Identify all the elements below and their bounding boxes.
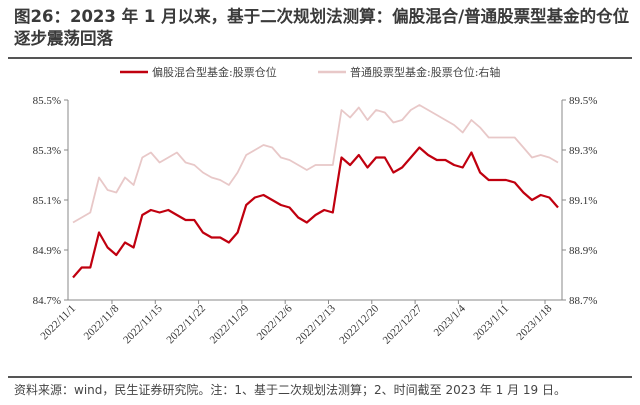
right-tick-label: 89.3% [569, 145, 597, 157]
x-tick-label: 2022/12/20 [337, 302, 381, 346]
x-tick-label: 2022/12/27 [381, 302, 425, 346]
series-line-1 [72, 104, 559, 224]
right-tick-label: 89.1% [569, 195, 597, 207]
right-tick-label: 89.5% [569, 95, 597, 107]
source-footnote: 资料来源：wind，民生证券研究院。注：1、基于二次规划法测算；2、时间截至 2… [14, 383, 566, 397]
footer-divider [8, 376, 632, 378]
right-tick-label: 88.7% [569, 295, 597, 307]
x-tick-label: 2023/1/11 [471, 303, 511, 343]
left-tick-label: 85.1% [33, 195, 61, 207]
title-divider [8, 57, 632, 59]
series-line-0 [72, 146, 559, 279]
x-tick-label: 2023/1/18 [514, 302, 554, 342]
left-tick-label: 85.5% [33, 95, 61, 107]
legend-label-0: 偏股混合型基金:股票仓位 [152, 65, 277, 79]
chart-title: 图26：2023 年 1 月以来，基于二次规划法测算：偏股混合/普通股票型基金的… [14, 7, 630, 48]
x-tick-label: 2022/11/22 [164, 303, 208, 347]
legend: 偏股混合型基金:股票仓位 普通股票型基金:股票仓位:右轴 [120, 65, 500, 79]
right-tick-label: 88.9% [569, 245, 597, 257]
x-tick-label: 2023/1/4 [432, 302, 468, 338]
left-tick-label: 84.7% [33, 295, 61, 307]
x-tick-label: 2022/12/13 [294, 302, 338, 346]
left-tick-label: 84.9% [33, 245, 61, 257]
x-tick-label: 2022/11/29 [208, 302, 252, 346]
left-tick-label: 85.3% [33, 145, 61, 157]
x-tick-label: 2022/12/6 [255, 302, 295, 342]
x-tick-label: 2022/11/15 [121, 302, 165, 346]
x-tick-label: 2022/11/1 [38, 303, 78, 343]
x-tick-label: 2022/11/8 [82, 302, 122, 342]
legend-label-1: 普通股票型基金:股票仓位:右轴 [350, 65, 500, 79]
